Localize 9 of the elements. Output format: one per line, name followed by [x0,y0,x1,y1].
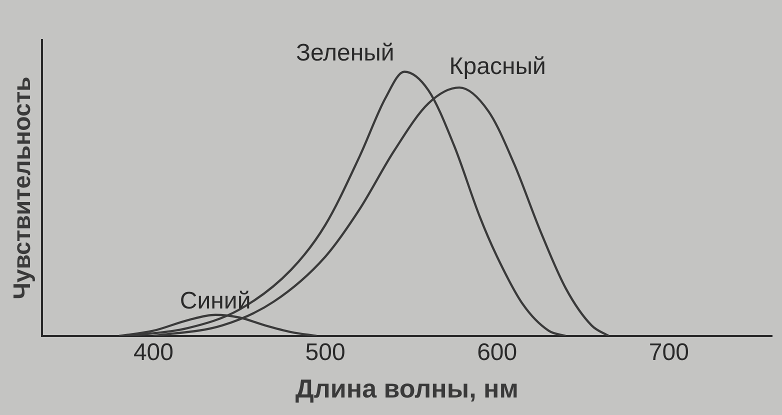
series-label: Красный [449,53,546,80]
series-label: Синий [180,287,251,314]
x-tick-label: 400 [133,339,174,366]
y-axis-title: Чувствительность [9,76,36,300]
x-tick-label: 500 [305,339,346,366]
x-axis-title: Длина волны, нм [295,374,518,404]
x-tick-label: 600 [477,339,518,366]
x-tick-label: 700 [648,339,689,366]
series-label: Зеленый [296,39,394,66]
